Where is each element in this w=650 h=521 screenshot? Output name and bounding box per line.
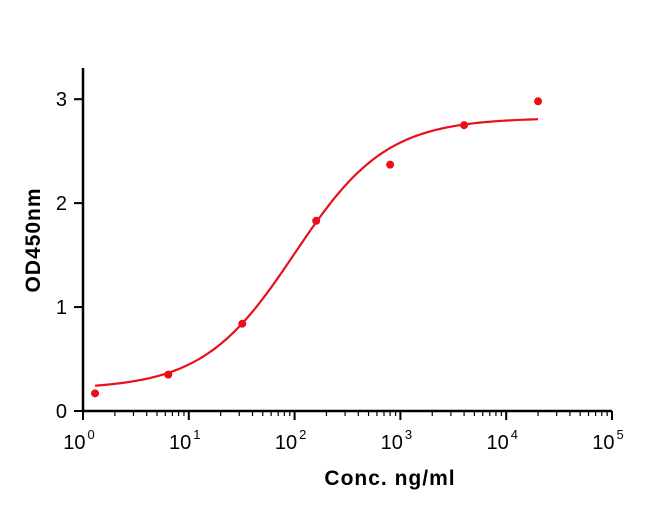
x-tick-base: 10 xyxy=(381,432,403,454)
x-tick-base: 10 xyxy=(486,432,508,454)
x-tick-exponent: 3 xyxy=(405,427,412,442)
x-tick-exponent: 2 xyxy=(299,427,306,442)
y-tick-label: 1 xyxy=(56,297,67,319)
axes xyxy=(81,68,612,413)
fit-curve-layer xyxy=(94,118,539,387)
data-point xyxy=(164,370,173,379)
x-tick-label: 10 3 xyxy=(381,427,412,454)
y-axis-title: OD450nm xyxy=(22,187,45,292)
x-axis-ticks: 10 0 10 1 10 2 10 3 10 4 10 5 xyxy=(63,411,624,454)
y-tick-label: 2 xyxy=(56,193,67,215)
data-points xyxy=(91,97,543,398)
data-point xyxy=(91,389,100,398)
x-tick-base: 10 xyxy=(275,432,297,454)
x-tick-exponent: 5 xyxy=(617,427,624,442)
x-tick-label: 10 1 xyxy=(169,427,200,454)
x-tick-label: 10 5 xyxy=(592,427,623,454)
data-point xyxy=(312,216,321,225)
data-point xyxy=(238,319,247,328)
x-tick-label: 10 0 xyxy=(63,427,94,454)
data-point xyxy=(534,97,543,106)
x-tick-base: 10 xyxy=(169,432,191,454)
x-tick-exponent: 0 xyxy=(88,427,95,442)
x-tick-base: 10 xyxy=(63,432,85,454)
y-axis-ticks: 0 1 2 3 xyxy=(56,89,83,423)
x-tick-label: 10 4 xyxy=(486,427,517,454)
x-tick-exponent: 1 xyxy=(193,427,200,442)
y-tick-label: 3 xyxy=(56,89,67,111)
x-tick-base: 10 xyxy=(592,432,614,454)
fit-curve xyxy=(94,118,539,387)
x-axis-title: Conc. ng/ml xyxy=(324,467,455,490)
data-point xyxy=(460,121,469,130)
x-tick-exponent: 4 xyxy=(511,427,518,442)
y-tick-label: 0 xyxy=(56,401,67,423)
data-point xyxy=(386,160,395,169)
x-tick-label: 10 2 xyxy=(275,427,306,454)
